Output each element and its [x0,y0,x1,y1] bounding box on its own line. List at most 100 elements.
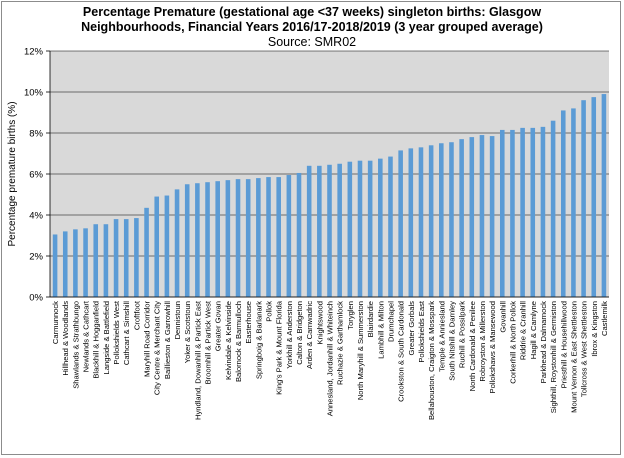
x-tick-label: Langside & Battlefield [102,301,111,374]
bar [83,228,88,297]
bar [347,161,353,297]
x-axis-labels: Carmunnock Hillhead & Woodlands Shawlands … [51,300,609,420]
x-tick-label: Hyndland, Dowanhill & Partick East [193,300,202,420]
x-tick-label: Castlemilk [600,301,609,336]
bars [52,94,607,298]
x-tick-label: Greater Govan [214,301,223,351]
x-tick-label: North Maryhill & Summerston [356,301,365,400]
bar [439,143,444,297]
y-tick-label: 10% [24,88,44,99]
bar [317,165,322,297]
x-tick-label: Ruchill & Possilpark [458,301,467,368]
bar [235,179,241,297]
y-tick-label: 12% [24,47,44,58]
bar [418,147,424,297]
x-tick-label: Baillieston & Garrowhill [163,301,172,379]
x-tick-label: Carmunnock [51,301,60,344]
bar [520,127,525,297]
x-tick-label: Calton & Bridgeton [295,301,304,365]
y-tick-label: 6% [29,170,43,181]
x-tick-label: Pollokshields West [112,300,121,364]
bar [357,160,363,297]
x-tick-label: Tollcross & West Shettleston [580,301,589,397]
y-tick-label: 0% [29,293,43,304]
bar [164,195,170,297]
x-tick-label: Pollokshields East [417,300,426,363]
bar [510,129,515,297]
x-tick-label: Easterhouse [244,301,253,344]
bar [256,178,261,297]
x-tick-label: North Cardonald & Penilee [468,301,477,391]
x-tick-label: Yoker & Scotstoun [183,301,192,363]
chart-subtitle: Source: SMR02 [267,35,357,49]
x-tick-label: Riddrie & Cranhill [519,301,528,360]
x-tick-label: Govanhill [498,301,507,333]
x-tick-label: Knightswood [315,301,324,344]
bar [225,180,231,297]
bar [479,135,485,297]
bar [62,231,68,297]
x-tick-label: Priesthill & Househillwood [559,301,568,388]
bar [306,165,312,297]
y-tick-label: 8% [29,129,43,140]
bar [398,150,403,297]
x-tick-label: Sighthill, Roystonhill & Germiston [549,301,558,413]
bar [245,179,251,297]
bar [73,229,78,297]
x-tick-label: Corkerhill & North Pollok [508,301,517,384]
bar [449,142,454,297]
bar [184,184,190,297]
x-tick-label: Newlands & Cathcart [82,300,91,372]
x-tick-label: South Nitshill & Darnley [447,301,456,381]
bar [560,110,566,297]
bar [388,156,393,297]
bar [103,224,109,297]
bar [378,158,383,297]
chart-title-line1: Percentage Premature (gestational age <3… [82,5,542,19]
x-tick-label: Blackhill & Hogganfield [92,301,101,379]
bar [581,100,586,297]
x-tick-label: Cathcart & Simshill [122,301,131,365]
x-tick-label: Hagill & Camlyne [529,301,538,359]
bar [469,137,475,297]
bar [428,145,434,297]
x-tick-label: City Centre & Merchant City [153,301,162,395]
x-tick-label: Springboig & Barlanark [254,301,263,379]
x-tick-label: Yorkhill & Anderston [285,301,294,369]
x-tick-label: Pollok [265,301,274,322]
x-tick-label: Pollokshaws & Mansewood [488,301,497,393]
y-tick-label: 4% [29,211,43,222]
x-tick-label: Drumchapel [386,301,395,342]
bar [601,94,607,297]
bar [337,163,342,297]
bar [276,177,281,297]
bar [550,120,556,297]
x-tick-label: Ibrox & Kingston [590,301,599,357]
x-tick-label: Parkhead & Dalmarnock [539,301,548,384]
chart-title-line2: Neighbourhoods, Financial Years 2016/17-… [81,20,543,34]
bar [408,148,414,297]
x-tick-label: Blairdardie [366,301,375,337]
x-tick-label: Crookston & South Cardonald [397,301,406,402]
bar [123,219,129,297]
bar [327,164,332,297]
x-tick-label: Arden & Carnwadric [305,301,314,369]
x-tick-label: Shawlands & Strathbungo [71,301,80,389]
x-tick-label: Croftfoot [132,300,141,330]
x-tick-label: Hillhead & Woodlands [61,301,70,376]
x-tick-label: Bellahouston, Craigton & Mosspark [427,301,436,420]
bar [134,218,139,297]
bar [93,224,99,297]
bar [215,181,220,297]
y-axis-title: Percentage premature births (%) [7,101,18,246]
y-axis-ticks: 0% 2% 4% 6% 8% 10% 12% [24,47,50,304]
x-tick-label: Maryhill Road Corridor [143,301,152,377]
bar [113,219,119,297]
bar [540,126,546,297]
bar [571,108,576,298]
bar [205,182,210,297]
bar [367,160,373,297]
x-tick-label: Robroyston & Millerston [478,301,487,382]
x-tick-label: Kelvindale & Kelvinside [224,301,233,380]
